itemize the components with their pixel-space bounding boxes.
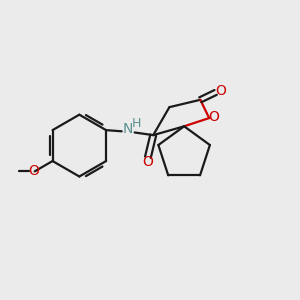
Text: O: O xyxy=(28,164,39,178)
Text: O: O xyxy=(209,110,220,124)
Text: O: O xyxy=(142,154,153,169)
Text: O: O xyxy=(215,84,226,98)
Text: H: H xyxy=(132,117,141,130)
Text: N: N xyxy=(123,122,134,136)
